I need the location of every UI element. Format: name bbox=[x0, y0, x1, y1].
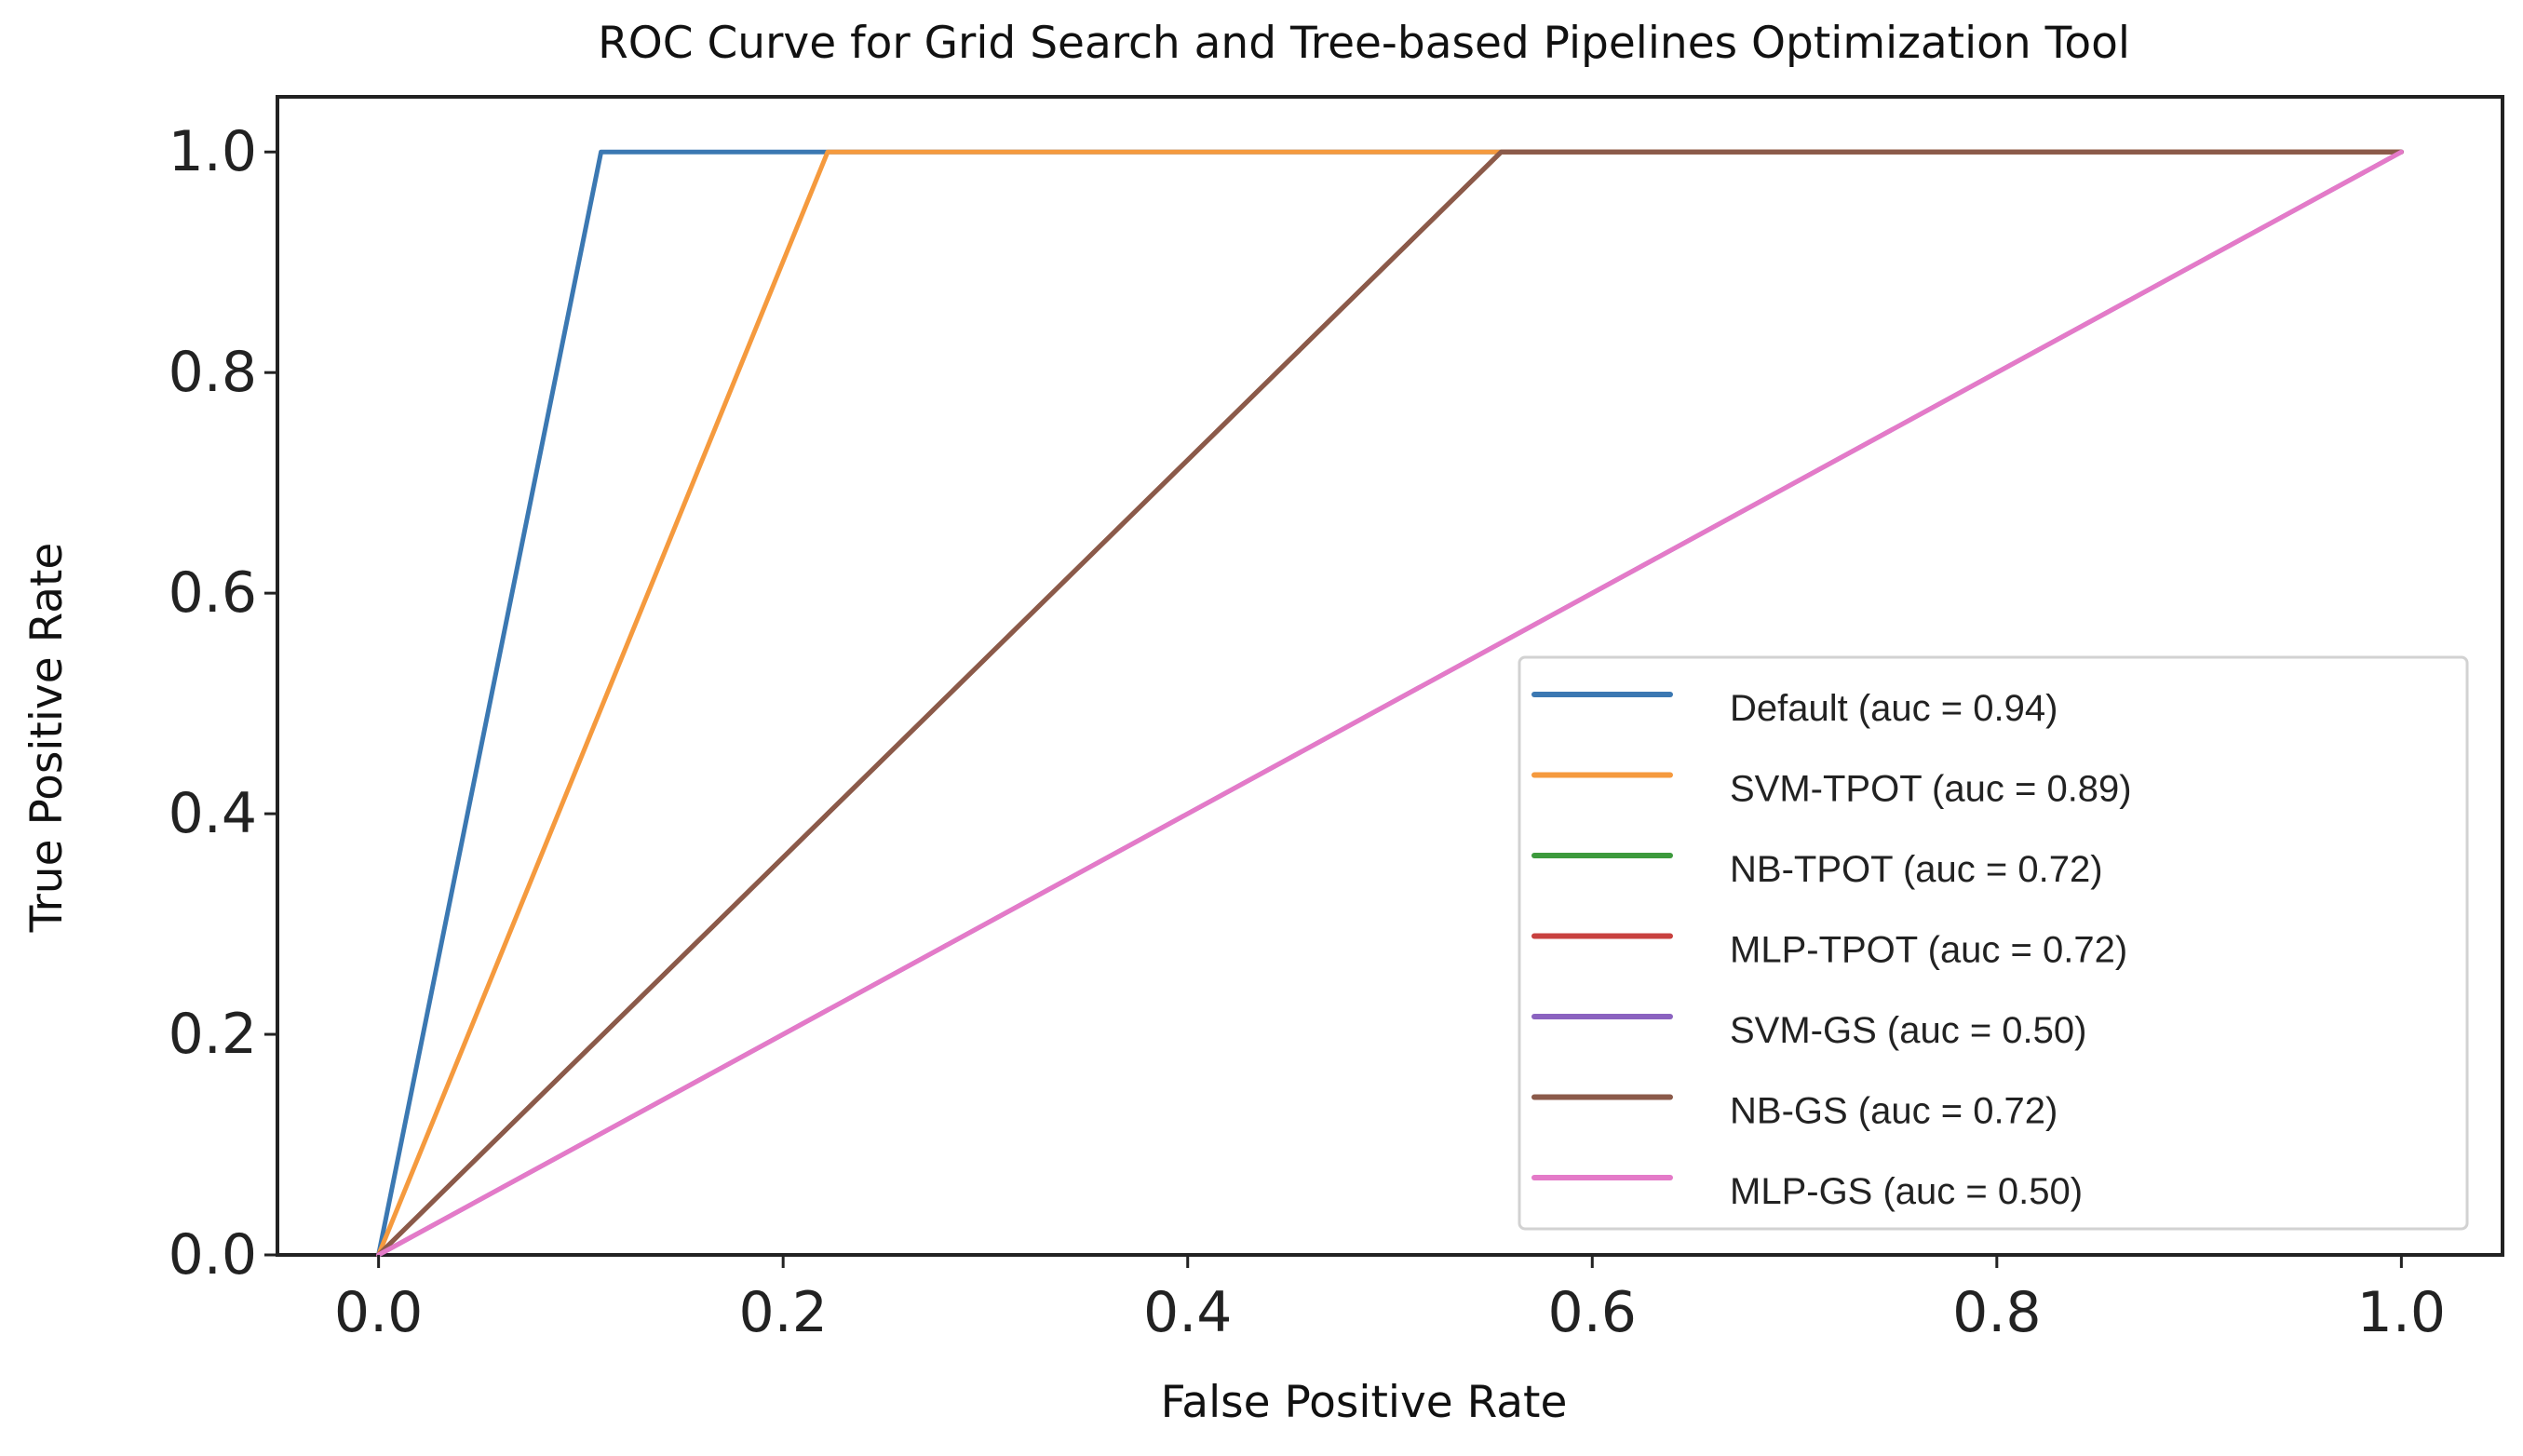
y-tick-label-0: 0.0 bbox=[169, 1222, 257, 1287]
y-axis-label: True Positive Rate bbox=[21, 543, 73, 934]
legend-label-2: NB-TPOT (auc = 0.72) bbox=[1730, 849, 2103, 890]
legend: Default (auc = 0.94) SVM-TPOT (auc = 0.89… bbox=[1518, 655, 2469, 1231]
legend-frame bbox=[1518, 655, 2469, 1231]
y-tick-label-5: 1.0 bbox=[169, 119, 257, 184]
series-layer bbox=[376, 149, 2404, 1258]
legend-label-4: SVM-GS (auc = 0.50) bbox=[1730, 1010, 2086, 1051]
series-line-6 bbox=[376, 149, 2404, 1258]
series-line-5 bbox=[376, 149, 2404, 1258]
x-tick-label-0: 0.0 bbox=[334, 1280, 423, 1345]
legend-label-5: NB-GS (auc = 0.72) bbox=[1730, 1091, 2058, 1132]
x-axis-label: False Positive Rate bbox=[1161, 1377, 1568, 1428]
x-tick-label-4: 0.8 bbox=[1952, 1280, 2041, 1345]
chart-title: ROC Curve for Grid Search and Tree-based… bbox=[598, 18, 2130, 69]
x-tick-label-3: 0.6 bbox=[1548, 1280, 1637, 1345]
y-tick-label-2: 0.4 bbox=[169, 781, 257, 846]
plot-frame bbox=[276, 95, 2504, 1257]
legend-label-6: MLP-GS (auc = 0.50) bbox=[1730, 1171, 2083, 1212]
x-tick-label-2: 0.4 bbox=[1143, 1280, 1232, 1345]
legend-label-0: Default (auc = 0.94) bbox=[1730, 688, 2058, 729]
y-tick-label-1: 0.2 bbox=[169, 1002, 257, 1067]
legend-label-1: SVM-TPOT (auc = 0.89) bbox=[1730, 769, 2132, 810]
legend-entries: Default (auc = 0.94) SVM-TPOT (auc = 0.89… bbox=[1531, 688, 2132, 1212]
x-tick-label-1: 0.2 bbox=[738, 1280, 827, 1345]
plot-area bbox=[276, 95, 2504, 1257]
ticks-layer: 0.0 0.2 0.4 0.6 0.8 1.0 0.0 0.2 0.4 0.6 0.8 1.0 bbox=[169, 119, 2446, 1345]
y-tick-label-4: 0.8 bbox=[169, 340, 257, 405]
y-tick-label-3: 0.6 bbox=[169, 560, 257, 626]
x-tick-label-5: 1.0 bbox=[2357, 1280, 2446, 1345]
legend-label-3: MLP-TPOT (auc = 0.72) bbox=[1730, 930, 2127, 971]
